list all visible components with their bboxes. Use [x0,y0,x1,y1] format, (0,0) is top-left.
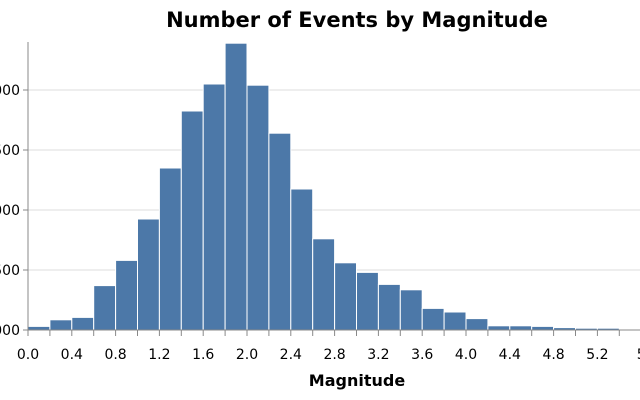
y-tick-label: 500 [0,143,20,159]
x-axis-title: Magnitude [309,371,406,390]
chart-title: Number of Events by Magnitude [166,8,548,32]
x-tick-label: 3.2 [367,347,389,363]
histogram-bar [202,83,226,331]
histogram-bar [290,188,314,331]
x-axis-ticks: 0.0 0.4 0.8 1.2 1.6 2.0 2.4 2.8 3.2 3.6 4.0 4.4 4.8 5… [17,330,640,363]
histogram-bar [27,325,51,331]
x-tick-label: 1.6 [192,347,214,363]
x-tick-label: 5 [637,347,640,363]
histogram-bar [399,289,423,331]
histogram-bar [377,283,401,331]
histogram-bar [158,167,182,331]
histogram-bar [509,325,533,331]
histogram-bar [49,319,73,331]
y-tick-label: 000 [0,203,20,219]
x-tick-label: 0.0 [17,347,39,363]
histogram-bar [137,218,160,331]
x-tick-label: 0.8 [104,347,126,363]
histogram-bar [334,262,358,331]
histogram-bar [224,42,248,331]
x-tick-label: 4.0 [455,347,477,363]
histogram-bar [312,238,336,331]
histogram-bar [246,84,270,331]
histogram-bar [421,307,445,331]
y-tick-label: 500 [0,263,20,279]
histogram-bar [356,271,379,331]
histogram-bar [93,285,117,331]
histogram-bar [531,325,555,331]
histogram-bar [268,132,292,331]
x-tick-label: 2.0 [236,347,258,363]
y-tick-label: 000 [0,323,20,339]
x-tick-label: 2.4 [280,347,302,363]
x-tick-label: 5.2 [586,347,608,363]
x-tick-label: 1.2 [148,347,170,363]
x-tick-label: 4.8 [542,347,564,363]
y-tick-label: 000 [0,83,20,99]
histogram-bar [115,259,138,331]
x-tick-label: 3.6 [411,347,433,363]
y-axis-ticks: 000 500 000 500 000 [0,83,28,339]
x-tick-label: 2.8 [323,347,345,363]
histogram-bar [443,311,467,331]
bars [27,42,620,331]
histogram-bar [487,325,511,331]
x-tick-label: 0.4 [61,347,83,363]
x-tick-label: 4.4 [499,347,521,363]
histogram-bar [465,318,489,331]
histogram-bar [180,110,204,331]
histogram-bar [71,316,95,331]
